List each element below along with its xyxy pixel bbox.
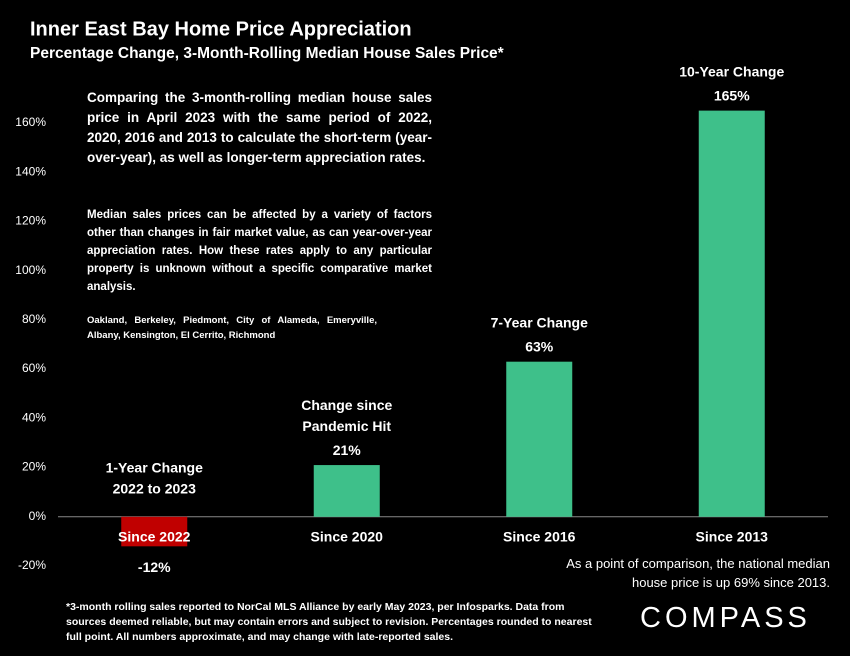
value-label: -12%: [138, 559, 171, 575]
value-label: 165%: [714, 87, 750, 103]
y-tick-label: 100%: [15, 263, 46, 277]
chart-title: Inner East Bay Home Price Appreciation: [30, 18, 412, 40]
caveat: Median sales prices can be affected by a…: [87, 209, 432, 293]
bar-note: 1-Year Change: [106, 459, 203, 475]
y-tick-label: 60%: [22, 361, 46, 375]
y-tick-label: 120%: [15, 214, 46, 228]
bar: [698, 110, 765, 517]
bar-note: Pandemic Hit: [302, 418, 391, 434]
bar-note: Change since: [301, 397, 392, 413]
bar: [506, 361, 573, 517]
value-label: 21%: [333, 442, 362, 458]
bar: [121, 516, 188, 547]
bar-note: 10-Year Change: [679, 63, 784, 79]
value-label: 63%: [525, 338, 554, 354]
y-tick-label: -20%: [18, 558, 46, 572]
y-tick-label: 40%: [22, 410, 46, 424]
logo: COMPASS: [640, 602, 811, 634]
footnote: *3-month rolling sales reported to NorCa…: [66, 601, 592, 643]
bar-note: 7-Year Change: [491, 314, 588, 330]
y-tick-label: 20%: [22, 460, 46, 474]
x-tick-label: Since 2022: [118, 529, 191, 545]
y-tick-label: 80%: [22, 312, 46, 326]
x-tick-label: Since 2013: [696, 529, 769, 545]
y-tick-label: 140%: [15, 164, 46, 178]
chart-subtitle: Percentage Change, 3-Month-Rolling Media…: [30, 45, 505, 62]
cities: Oakland, Berkeley, Piedmont, City of Ala…: [87, 315, 377, 341]
x-tick-label: Since 2020: [311, 529, 384, 545]
x-tick-label: Since 2016: [503, 529, 576, 545]
comparison-note: As a point of comparison, the national m…: [566, 556, 830, 590]
y-tick-label: 0%: [29, 509, 47, 523]
bar-note: 2022 to 2023: [113, 480, 196, 496]
bar: [313, 465, 380, 517]
description: Comparing the 3-month-rolling median hou…: [87, 90, 432, 165]
y-tick-label: 160%: [15, 115, 46, 129]
